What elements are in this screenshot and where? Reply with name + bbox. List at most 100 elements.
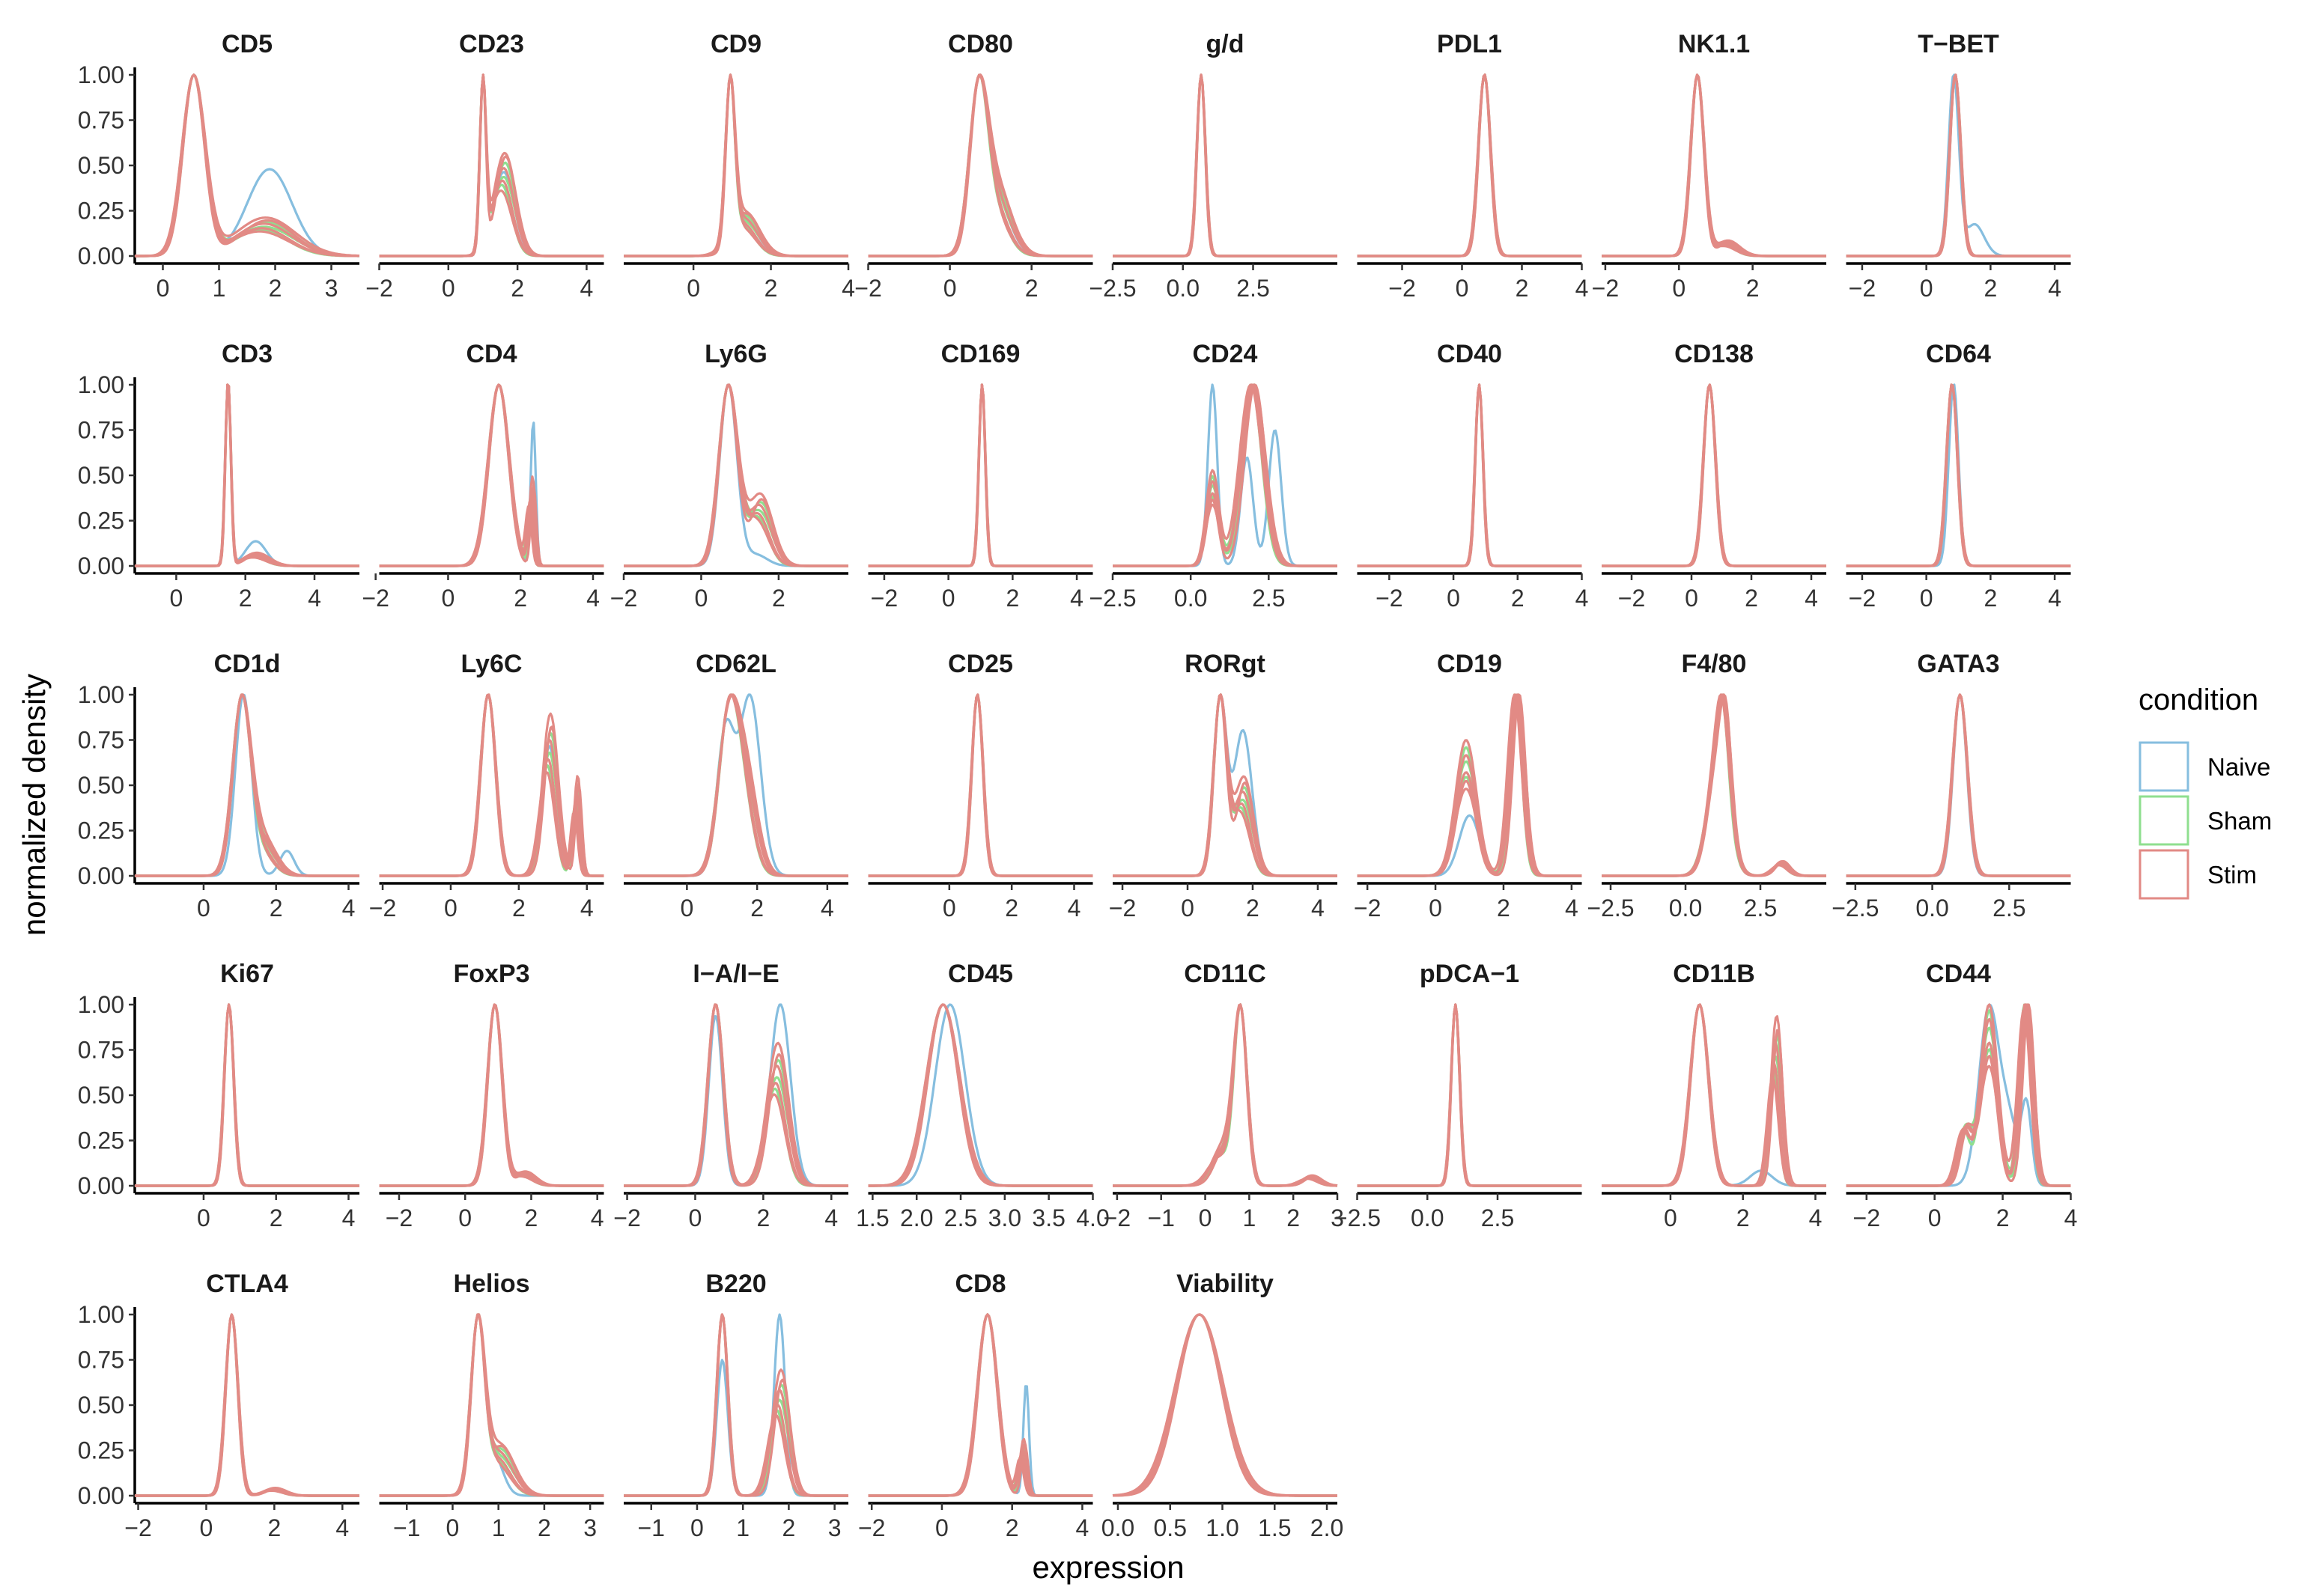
y-tick-label: 0.25 [78, 1127, 124, 1154]
panel-pdca-1: pDCA−1 −2.5 0.0 2.5 [1334, 960, 1582, 1231]
x-tick-label: −2 [1849, 275, 1876, 302]
panel-title: Ly6C [461, 650, 523, 678]
x-tick-label: 2.5 [1252, 585, 1285, 612]
density-curve-stim [379, 383, 604, 567]
x-tick-label: 0.0 [1167, 275, 1200, 302]
panel-viability: Viability 0.0 0.5 1.0 1.5 2.0 [1101, 1270, 1344, 1541]
x-tick-label: 3.5 [1032, 1204, 1065, 1231]
x-tick-label: 4 [580, 275, 594, 302]
x-tick-label: 2 [269, 275, 282, 302]
density-curve-stim [379, 73, 604, 258]
x-tick-label: 2 [1497, 895, 1510, 922]
x-tick-label: 0 [169, 585, 183, 612]
x-tick-label: 0.0 [1101, 1514, 1134, 1541]
legend: condition Naive Sham Stim [2139, 683, 2272, 900]
legend-label-naive: Naive [2207, 753, 2270, 781]
panel-title: Viability [1176, 1270, 1274, 1298]
y-tick-label: 0.50 [78, 1392, 124, 1419]
density-curve-stim [1846, 73, 2071, 258]
density-curve-stim [135, 73, 359, 258]
legend-key-stim [2139, 849, 2189, 900]
x-tick-label: 2 [1006, 1514, 1019, 1541]
density-curve-stim [1113, 383, 1337, 567]
x-tick-label: 2.5 [1236, 275, 1269, 302]
x-tick-label: 2 [514, 585, 527, 612]
x-tick-label: 0 [687, 275, 700, 302]
x-tick-label: −2 [613, 1204, 640, 1231]
y-tick-label: 0.00 [78, 552, 124, 579]
x-tick-label: 0 [200, 1514, 213, 1541]
x-tick-label: −2.5 [1832, 895, 1879, 922]
density-curve-stim [1113, 73, 1337, 258]
density-curve-stim [624, 693, 848, 877]
y-tick-label: 0.25 [78, 817, 124, 844]
legend-key-naive [2139, 741, 2189, 792]
panel-cd45: CD45 1.5 2.0 2.5 3.0 3.5 4.0 [856, 960, 1110, 1231]
panel-title: CD19 [1437, 650, 1502, 678]
x-tick-label: 4 [586, 585, 600, 612]
panel-title: CD24 [1193, 340, 1258, 368]
x-tick-label: 0.0 [1915, 895, 1948, 922]
x-tick-label: 0 [197, 1204, 210, 1231]
panel-cd80: CD80 −2 0 2 [854, 30, 1093, 302]
panel-title: I−A/I−E [693, 960, 779, 988]
x-tick-label: 2 [750, 895, 764, 922]
panel-cd169: CD169 −2 0 2 4 [868, 340, 1093, 612]
density-curve-stim [868, 693, 1093, 877]
x-tick-label: 2 [1006, 585, 1019, 612]
panel-title: CD5 [222, 30, 273, 58]
x-tick-label: −2 [362, 585, 389, 612]
density-curve-stim [624, 73, 848, 258]
x-tick-label: 4 [821, 895, 834, 922]
x-tick-label: 2 [756, 1204, 770, 1231]
x-tick-label: 0 [1920, 275, 1933, 302]
y-tick-label: 0.25 [78, 1437, 124, 1464]
panel-cd24: CD24 −2.5 0.0 2.5 [1089, 340, 1337, 612]
panel-title: CD9 [711, 30, 762, 58]
panel-cd62l: CD62L 0 2 4 [624, 650, 848, 922]
x-tick-label: 1 [1242, 1204, 1256, 1231]
x-tick-label: 0.5 [1154, 1514, 1187, 1541]
x-tick-label: 4 [1311, 895, 1325, 922]
x-tick-label: −1 [393, 1514, 420, 1541]
density-curve-stim [624, 383, 848, 567]
x-tick-label: 0 [942, 585, 955, 612]
panel-title: T−BET [1918, 30, 1999, 58]
panel-helios: Helios −1 0 1 2 3 [379, 1270, 604, 1541]
y-tick-label: 0.00 [78, 243, 124, 269]
panel-b220: B220 −1 0 1 2 3 [624, 1270, 848, 1541]
panel-cd25: CD25 0 2 4 [868, 650, 1093, 922]
y-tick-label: 0.50 [78, 462, 124, 489]
panel-title: CD169 [941, 340, 1021, 368]
legend-key-sham [2139, 795, 2189, 846]
panel-title: CD40 [1437, 340, 1502, 368]
x-tick-label: 4 [842, 275, 855, 302]
x-tick-label: −2.5 [1334, 1204, 1381, 1231]
panel-i-a-i-e: I−A/I−E −2 0 2 4 [613, 960, 848, 1231]
density-curve-stim [868, 383, 1093, 567]
panel-ctla4: CTLA4 0.00 0.25 0.50 0.75 1.00 −2 0 2 4 [78, 1270, 359, 1541]
x-tick-label: −2 [610, 585, 637, 612]
x-tick-label: 1.5 [1258, 1514, 1291, 1541]
x-tick-label: 4 [1565, 895, 1578, 922]
x-tick-label: −2 [1376, 585, 1402, 612]
x-tick-label: 4 [1068, 895, 1081, 922]
x-tick-label: 3 [1331, 1204, 1344, 1231]
density-curve-stim [1846, 1003, 2071, 1187]
panel-title: RORgt [1185, 650, 1265, 678]
density-curve-stim [1602, 1003, 1826, 1187]
x-tick-label: 4 [1575, 585, 1589, 612]
x-tick-label: 0 [442, 585, 455, 612]
panel-title: CD11C [1184, 960, 1266, 988]
panel-t-bet: T−BET −2 0 2 4 [1846, 30, 2071, 302]
x-tick-label: 0.0 [1411, 1204, 1444, 1231]
density-curve-stim [135, 383, 359, 567]
x-tick-label: 0 [442, 275, 455, 302]
x-tick-label: −2 [1853, 1204, 1880, 1231]
density-curve-stim [624, 1003, 848, 1187]
panel-pdl1: PDL1 −2 0 2 4 [1357, 30, 1588, 302]
y-tick-label: 1.00 [78, 991, 124, 1018]
y-tick-label: 0.75 [78, 1347, 124, 1374]
density-curve-stim [1602, 383, 1826, 567]
x-tick-label: 2 [1736, 1204, 1750, 1231]
